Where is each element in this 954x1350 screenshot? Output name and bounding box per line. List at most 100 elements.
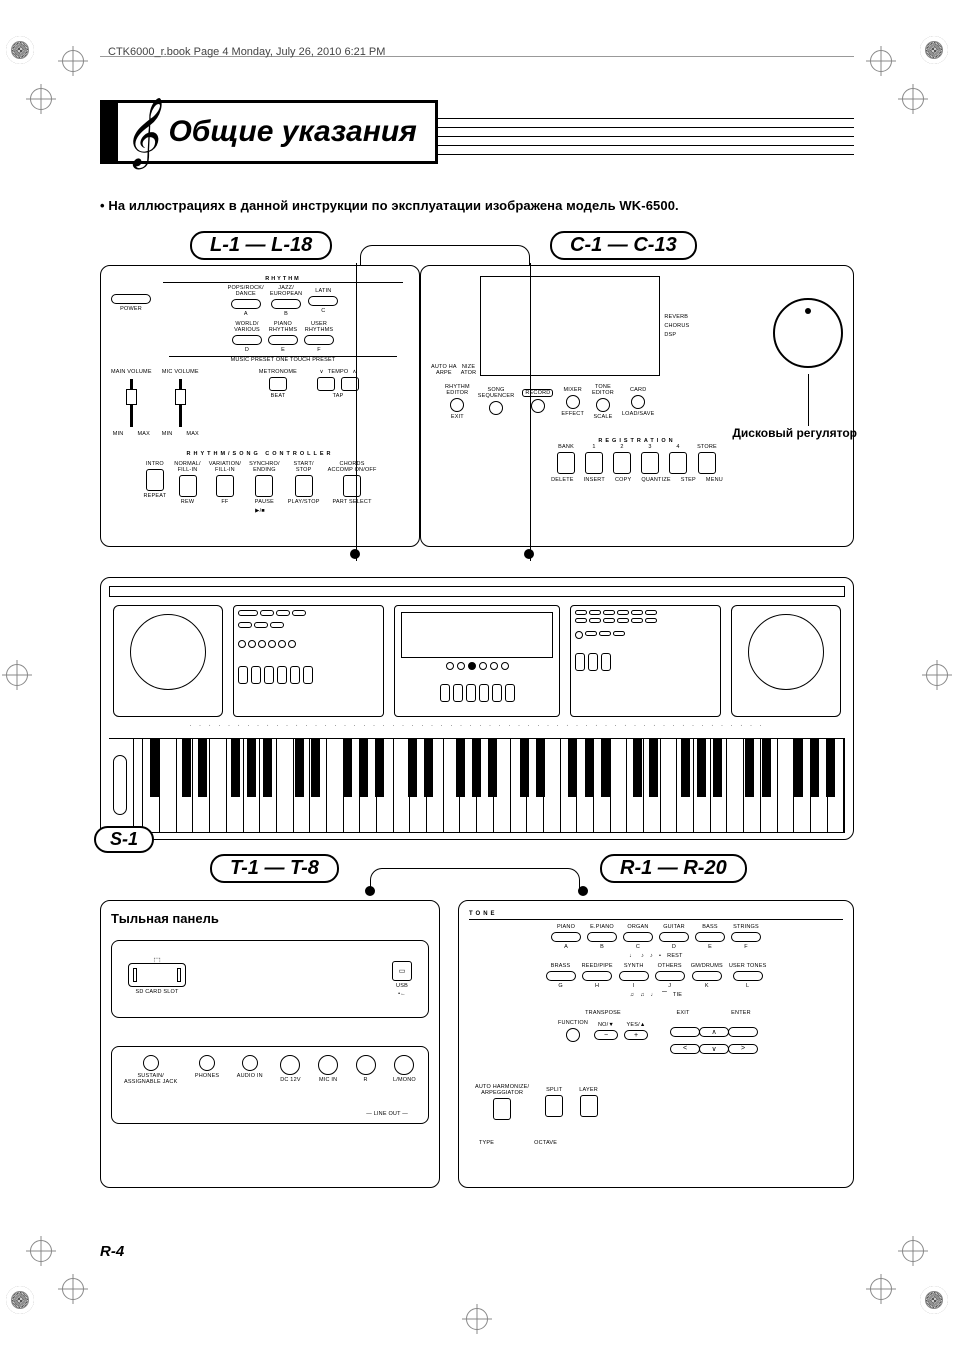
type-label: TYPE — [479, 1140, 494, 1146]
play-stop-icon: ▶/■ — [111, 508, 409, 514]
center-btn-top: SONG SEQUENCER — [478, 387, 515, 399]
center-round-button[interactable] — [596, 398, 610, 412]
registration-button[interactable] — [698, 452, 716, 474]
jack-label: DC 12V — [280, 1077, 300, 1083]
min-label: MIN — [113, 431, 124, 437]
lower-button[interactable] — [545, 1095, 563, 1117]
registration-button[interactable] — [641, 452, 659, 474]
registration-button[interactable] — [585, 452, 603, 474]
reg-label: BANK — [558, 444, 574, 450]
mic-volume-slider[interactable] — [179, 377, 182, 429]
category-button[interactable] — [695, 932, 725, 942]
crop-mark — [62, 1278, 84, 1300]
key-label: E — [281, 347, 285, 353]
category-button[interactable] — [733, 971, 763, 981]
category-button[interactable] — [231, 299, 261, 309]
ctrl-top-label: CHORDS ACCOMP ON/OFF — [328, 461, 377, 473]
metronome-button[interactable] — [269, 377, 287, 391]
btn-top-label: REED/PIPE — [582, 963, 613, 969]
crop-mark — [870, 1278, 892, 1300]
category-button[interactable] — [271, 299, 301, 309]
category-button[interactable] — [692, 971, 722, 981]
center-control-panel: AUTO HA ARPE NIZE ATOR REVERB CHORUS DSP — [420, 265, 854, 547]
exit-button[interactable] — [670, 1027, 700, 1037]
controller-button[interactable] — [216, 475, 234, 497]
rhythm-header: RHYTHM — [163, 276, 403, 283]
ctrl-bottom-label: PART SELECT — [332, 499, 371, 505]
center-btn-bottom: EFFECT — [561, 411, 584, 417]
key-label: K — [705, 983, 709, 989]
lower-button[interactable] — [493, 1098, 511, 1120]
registration-button[interactable] — [669, 452, 687, 474]
key-label: B — [284, 311, 288, 317]
left-button[interactable]: < — [670, 1044, 700, 1054]
lineout-label: — LINE OUT — — [366, 1111, 408, 1117]
category-button[interactable] — [304, 335, 334, 345]
category-button[interactable] — [582, 971, 612, 981]
btn-top-label: STRINGS — [733, 924, 759, 930]
controller-button[interactable] — [343, 475, 361, 497]
category-button[interactable] — [551, 932, 581, 942]
crop-mark — [62, 50, 84, 72]
exit-label: EXIT — [670, 1010, 696, 1024]
key-label: E — [708, 944, 712, 950]
treble-clef-icon: 𝄞 — [123, 111, 158, 153]
region-l-label: L-1 — L-18 — [190, 231, 332, 260]
reg-bottom-label: MENU — [706, 477, 723, 483]
registration-button[interactable] — [613, 452, 631, 474]
controller-button[interactable] — [146, 469, 164, 491]
category-button[interactable] — [655, 971, 685, 981]
right-button[interactable]: > — [728, 1044, 758, 1054]
center-round-button[interactable] — [566, 395, 580, 409]
function-button[interactable] — [566, 1028, 580, 1042]
category-button[interactable] — [731, 932, 761, 942]
category-button[interactable] — [308, 296, 338, 306]
running-header: CTK6000_r.book Page 4 Monday, July 26, 2… — [108, 46, 385, 58]
category-button[interactable] — [232, 335, 262, 345]
lower-button[interactable] — [580, 1095, 598, 1117]
max-label: MAX — [137, 431, 150, 437]
power-button[interactable] — [111, 294, 151, 304]
chorus-label: CHORUS — [664, 323, 689, 329]
piano-keys[interactable] — [109, 738, 845, 833]
pitch-wheel[interactable] — [113, 755, 127, 815]
center-round-button[interactable] — [450, 398, 464, 412]
dial-knob[interactable] — [773, 298, 843, 368]
btn-top-label: ORGAN — [627, 924, 648, 930]
tempo-down-button[interactable] — [317, 377, 335, 391]
center-round-button[interactable] — [489, 401, 503, 415]
center-btn-top: MIXER — [564, 387, 582, 393]
transpose-label: TRANSPOSE — [585, 1010, 621, 1016]
jack-port — [199, 1055, 215, 1071]
down-button[interactable]: ∨ — [699, 1044, 729, 1054]
reg-label: 4 — [676, 444, 679, 450]
jack-label: AUDIO IN — [237, 1073, 263, 1079]
category-button[interactable] — [268, 335, 298, 345]
category-button[interactable] — [587, 932, 617, 942]
btn-top-label: PIANO RHYTHMS — [269, 321, 298, 333]
controller-button[interactable] — [179, 475, 197, 497]
controller-button[interactable] — [255, 475, 273, 497]
center-round-button[interactable] — [531, 399, 545, 413]
btn-top-label: GM/DRUMS — [691, 963, 723, 969]
lower-btn-label: AUTO HARMONIZE/ ARPEGGIATOR — [475, 1084, 529, 1096]
ctrl-top-label: NORMAL/ FILL-IN — [174, 461, 200, 473]
category-button[interactable] — [619, 971, 649, 981]
minus-button[interactable]: − — [594, 1030, 618, 1040]
center-round-button[interactable] — [631, 395, 645, 409]
key-label: D — [672, 944, 676, 950]
key-label: A — [564, 944, 568, 950]
main-volume-slider[interactable] — [130, 377, 133, 429]
lower-btn-label: LAYER — [579, 1087, 598, 1093]
category-button[interactable] — [623, 932, 653, 942]
registration-button[interactable] — [557, 452, 575, 474]
category-button[interactable] — [546, 971, 576, 981]
enter-button[interactable] — [728, 1027, 758, 1037]
btn-top-label: OTHERS — [658, 963, 682, 969]
reg-mark — [6, 1286, 34, 1314]
up-button[interactable]: ∧ — [699, 1027, 729, 1037]
plus-button[interactable]: + — [624, 1030, 648, 1040]
ctrl-bottom-label: PLAY/STOP — [288, 499, 320, 505]
controller-button[interactable] — [295, 475, 313, 497]
category-button[interactable] — [659, 932, 689, 942]
